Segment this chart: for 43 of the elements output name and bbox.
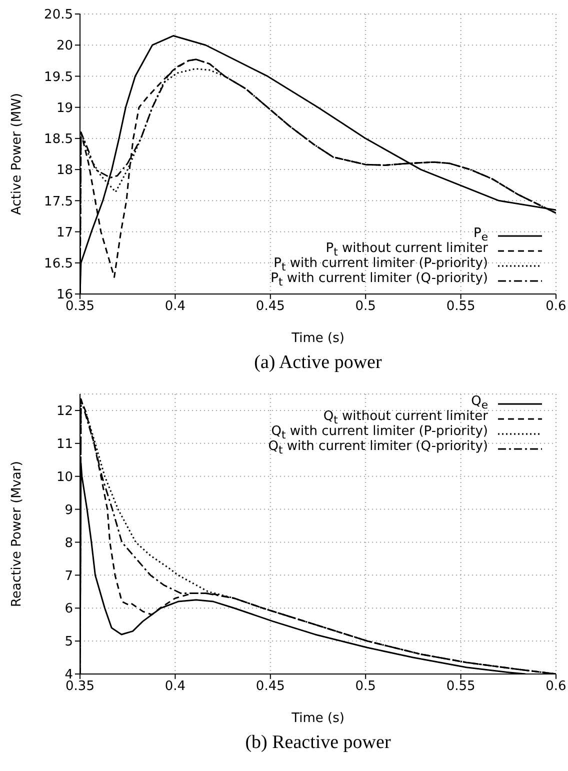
- y-tick-label: 12: [56, 404, 73, 420]
- x-tick-label: 0.6: [546, 679, 566, 694]
- x-tick-label: 0.4: [164, 299, 186, 314]
- x-tick-label: 0.35: [66, 299, 94, 314]
- legend-label: P$_{t}$ with current limiter (Q-priority): [270, 270, 488, 290]
- y-tick-label: 6: [64, 602, 73, 617]
- y-tick-label: 19: [56, 100, 73, 116]
- legend-label: P$_{t}$ without current limiter: [326, 240, 488, 258]
- y-tick-label: 16.5: [44, 256, 73, 272]
- legend-label: P$_{t}$ with current limiter (P-priority): [274, 256, 488, 274]
- y-tick-label: 9: [64, 502, 73, 518]
- y-tick-label: 19.5: [44, 70, 73, 85]
- y-axis-title: Reactive Power (Mvar): [10, 461, 25, 607]
- y-tick-label: 7: [64, 568, 73, 584]
- legend-label: Q$_{e}$: [471, 394, 488, 412]
- y-tick-label: 18: [56, 163, 73, 178]
- x-tick-label: 0.45: [256, 299, 285, 314]
- text: (a) Active power: [253, 352, 383, 374]
- y-tick-label: 10: [56, 470, 73, 485]
- legend-label: Q$_{t}$ with current limiter (Q-priority): [268, 438, 488, 458]
- y-tick-label: 18.5: [44, 132, 73, 148]
- x-tick-label: 0.45: [256, 679, 285, 694]
- legend-label: P$_{e}$: [473, 226, 488, 244]
- x-tick-label: 0.35: [66, 679, 94, 694]
- x-tick-label: 0.6: [546, 299, 566, 314]
- y-tick-label: 5: [64, 634, 73, 650]
- legend-label: Q$_{t}$ without current limiter: [323, 408, 488, 426]
- legend-label: Q$_{t}$ with current limiter (P-priority): [271, 424, 488, 442]
- x-tick-label: 0.5: [355, 679, 376, 694]
- y-axis-title: Active Power (MW): [10, 93, 25, 215]
- x-tick-label: 0.55: [446, 679, 476, 694]
- y-tick-label: 8: [64, 536, 73, 551]
- y-tick-label: 11: [56, 437, 73, 452]
- x-axis-title: Time (s): [290, 331, 344, 346]
- text: (b) Reactive power: [244, 732, 392, 754]
- x-tick-label: 0.4: [164, 679, 186, 694]
- y-tick-label: 17.5: [44, 194, 73, 210]
- x-tick-label: 0.55: [446, 299, 476, 314]
- x-axis-title: Time (s): [290, 711, 344, 726]
- x-tick-label: 0.5: [355, 299, 376, 314]
- y-tick-label: 20: [56, 38, 73, 54]
- y-tick-label: 17: [56, 225, 73, 240]
- y-tick-label: 20.5: [44, 8, 73, 23]
